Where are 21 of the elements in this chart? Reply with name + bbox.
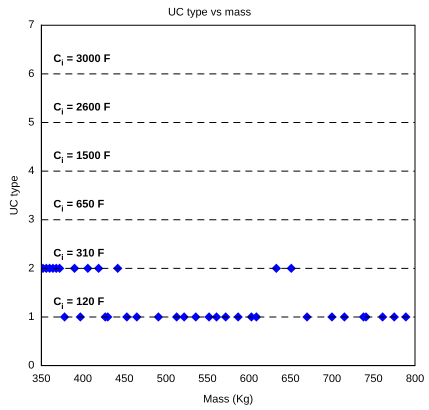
- y-tick-label: 4: [28, 165, 34, 178]
- x-tick-label: 600: [240, 373, 258, 386]
- x-tick-label: 750: [364, 373, 383, 386]
- x-tick-label: 400: [74, 373, 92, 386]
- x-tick-label: 650: [281, 373, 300, 386]
- x-tick-label: 800: [406, 373, 424, 386]
- x-axis-title: Mass (Kg): [203, 393, 254, 406]
- y-tick-label: 2: [28, 262, 34, 274]
- y-axis-title: UC type: [8, 176, 21, 216]
- y-tick-label: 5: [28, 116, 34, 128]
- y-tick-label: 3: [28, 214, 34, 226]
- y-tick-label: 7: [28, 19, 34, 32]
- x-tick-label: 500: [156, 373, 176, 386]
- y-tick-label: 1: [28, 311, 34, 324]
- y-tick-label: 0: [28, 360, 34, 372]
- x-tick-label: 700: [322, 373, 342, 386]
- chart-title: UC type vs mass: [168, 6, 252, 19]
- x-tick-label: 450: [115, 373, 134, 386]
- x-tick-label: 550: [198, 373, 217, 386]
- y-tick-label: 6: [28, 68, 34, 80]
- x-tick-label: 350: [32, 373, 50, 386]
